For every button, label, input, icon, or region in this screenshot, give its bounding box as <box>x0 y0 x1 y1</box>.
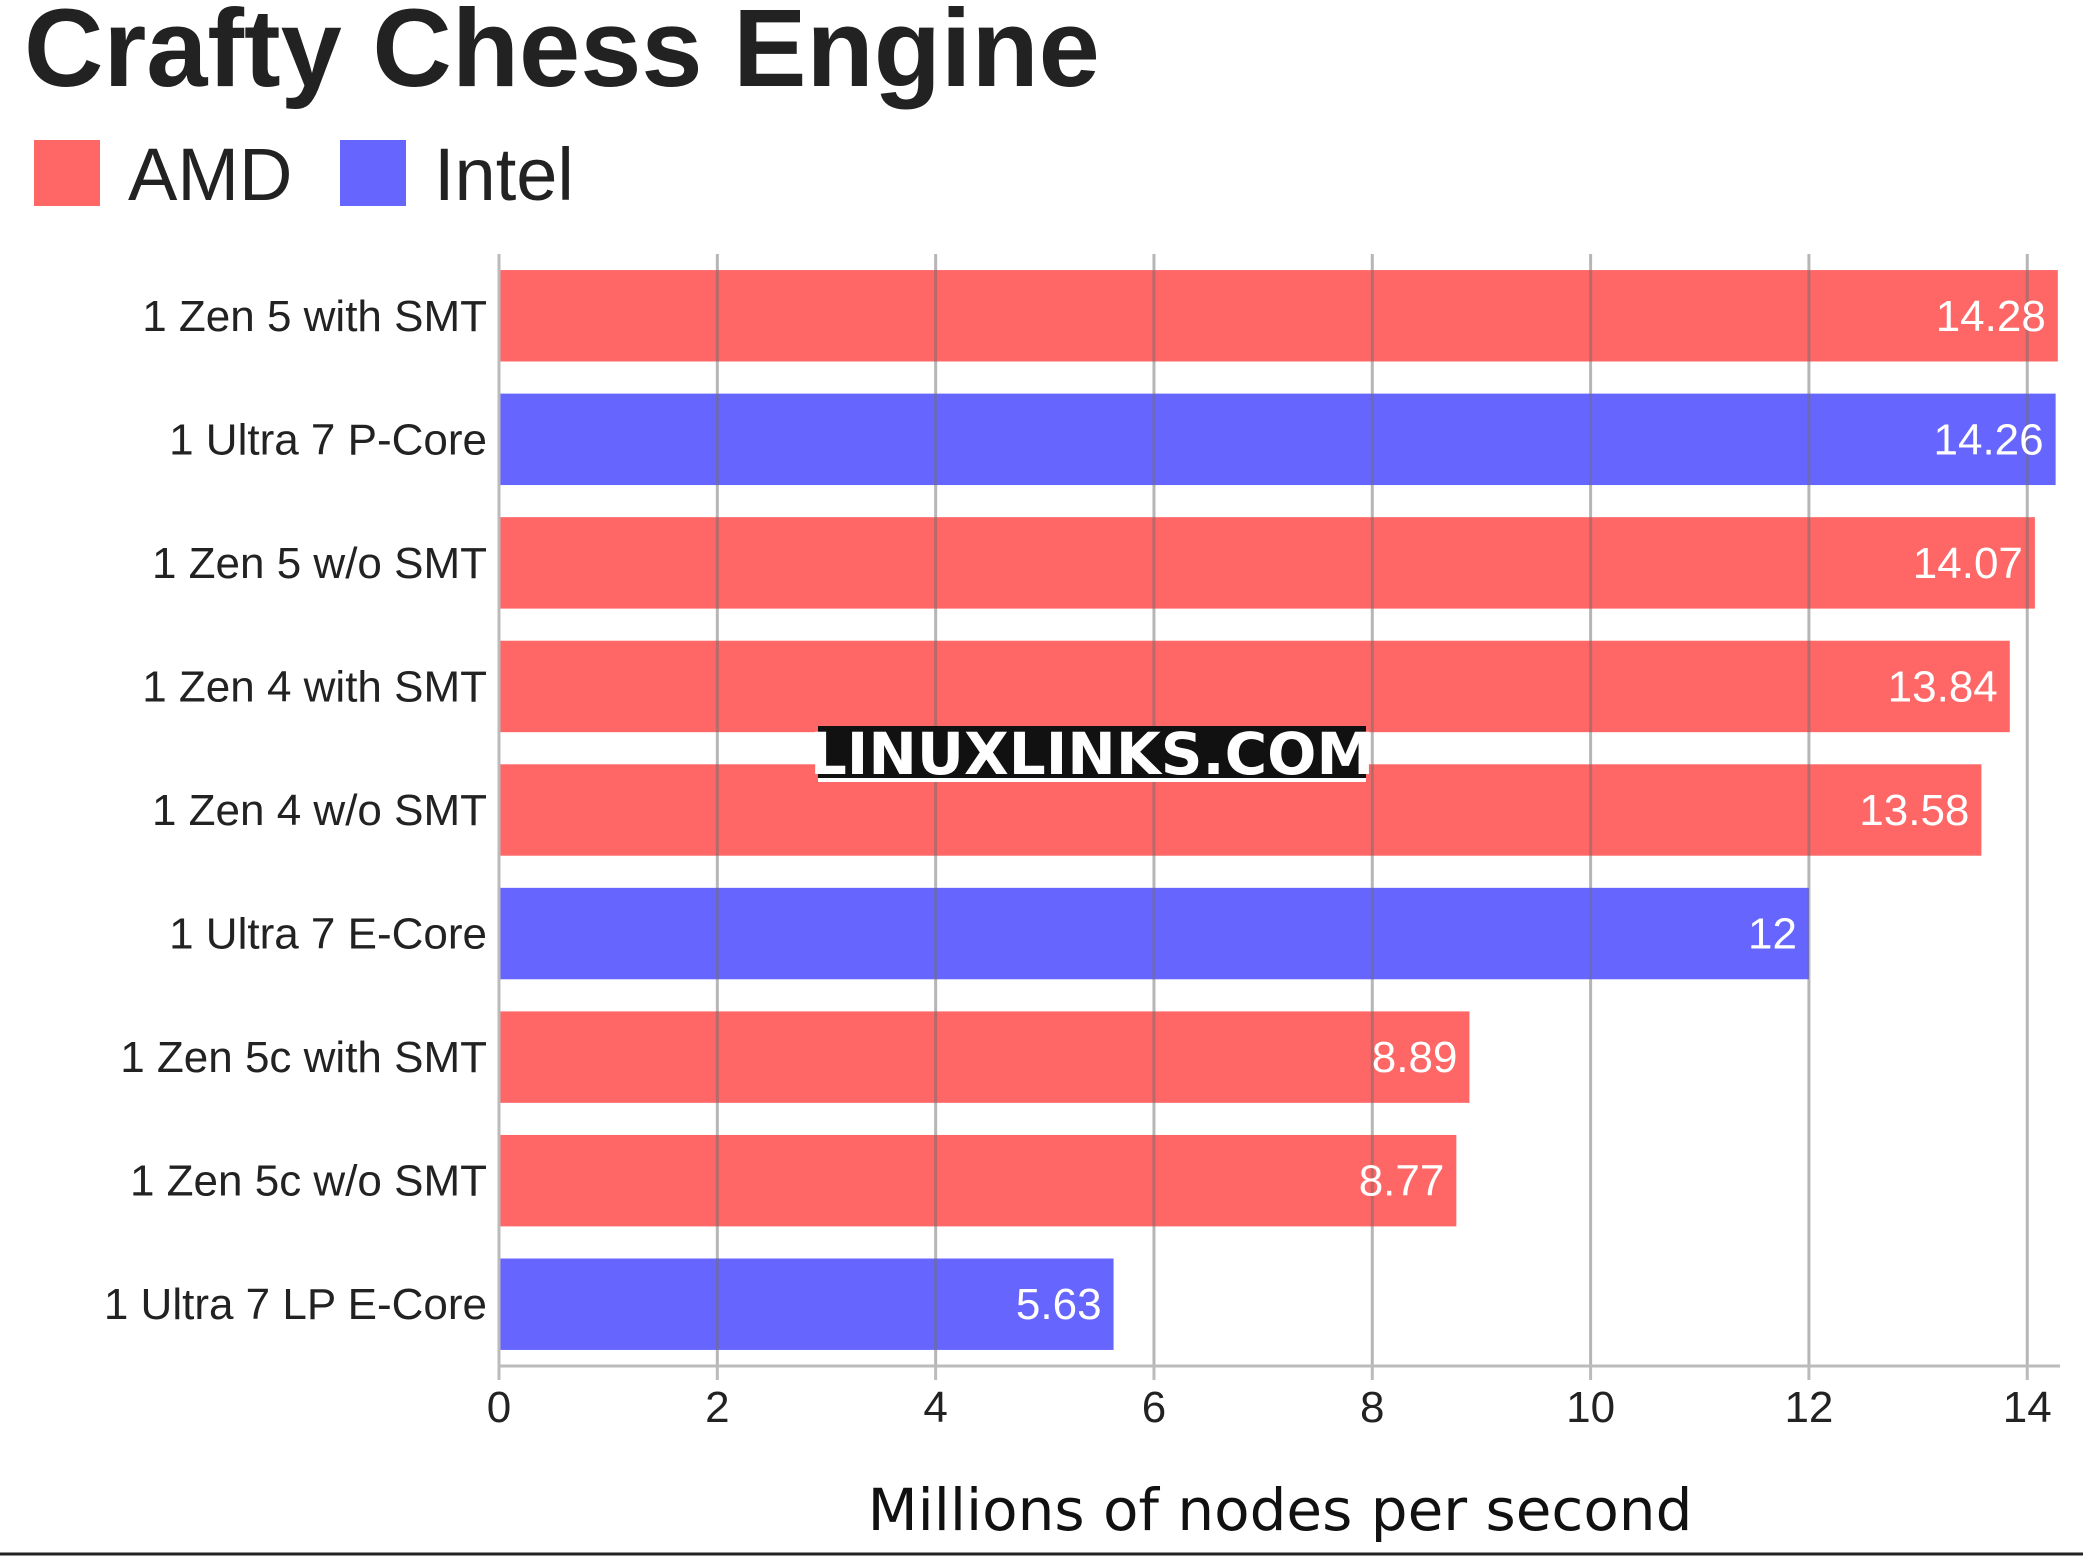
bar-1 <box>499 393 2056 486</box>
category-label-7: 1 Zen 5c w/o SMT <box>130 1157 487 1206</box>
legend-swatch-intel <box>340 140 406 206</box>
value-label-2: 14.07 <box>1913 539 2023 588</box>
bar-3 <box>499 640 2010 733</box>
bar-8 <box>499 1258 1114 1350</box>
x-tick-label-1: 2 <box>705 1383 729 1432</box>
gridlines <box>715 254 2029 1366</box>
category-label-8: 1 Ultra 7 LP E-Core <box>104 1280 487 1329</box>
bar-0 <box>499 270 2058 362</box>
category-label-4: 1 Zen 4 w/o SMT <box>152 786 487 835</box>
value-label-0: 14.28 <box>1936 292 2046 341</box>
value-label-7: 8.77 <box>1359 1157 1445 1206</box>
category-label-6: 1 Zen 5c with SMT <box>120 1033 487 1082</box>
x-tick-label-5: 10 <box>1566 1383 1615 1432</box>
value-label-6: 8.89 <box>1372 1033 1458 1082</box>
labels: 0 2 4 6 8 10 12 14 1 Zen 5 with SMT 14.28 1 Ultra … <box>104 292 2052 1432</box>
bar-7 <box>499 1134 1457 1227</box>
value-label-4: 13.58 <box>1859 786 1969 835</box>
x-tick-label-7: 14 <box>2003 1383 2052 1432</box>
chart-title: Crafty Chess Engine <box>24 0 1100 110</box>
watermark-background <box>818 726 1366 782</box>
value-label-1: 14.26 <box>1934 415 2044 464</box>
category-label-2: 1 Zen 5 w/o SMT <box>152 539 487 588</box>
bar-6 <box>499 1011 1470 1103</box>
category-label-1: 1 Ultra 7 P-Core <box>169 415 487 464</box>
value-label-8: 5.63 <box>1016 1280 1102 1329</box>
axes <box>497 254 2060 1380</box>
category-label-0: 1 Zen 5 with SMT <box>142 292 487 341</box>
x-tick-label-2: 4 <box>923 1383 947 1432</box>
bar-2 <box>499 517 2035 609</box>
category-label-5: 1 Ultra 7 E-Core <box>169 910 487 959</box>
x-axis-label: Millions of nodes per second <box>868 1476 1693 1544</box>
legend: AMD Intel <box>34 133 574 216</box>
watermark-text: LINUXLINKS.COM <box>810 720 1374 788</box>
value-label-5: 12 <box>1748 910 1797 959</box>
x-tick-label-6: 12 <box>1784 1383 1833 1432</box>
value-label-3: 13.84 <box>1888 662 1998 711</box>
x-tick-label-3: 6 <box>1142 1383 1166 1432</box>
watermark: LINUXLINKS.COM <box>810 720 1374 788</box>
legend-swatch-amd <box>34 140 100 206</box>
legend-label-intel: Intel <box>434 133 574 216</box>
watermark-underline <box>818 778 1366 782</box>
legend-label-amd: AMD <box>128 133 292 216</box>
bars <box>499 270 2058 1350</box>
x-tick-label-0: 0 <box>487 1383 511 1432</box>
x-tick-label-4: 8 <box>1360 1383 1384 1432</box>
category-label-3: 1 Zen 4 with SMT <box>142 662 487 711</box>
